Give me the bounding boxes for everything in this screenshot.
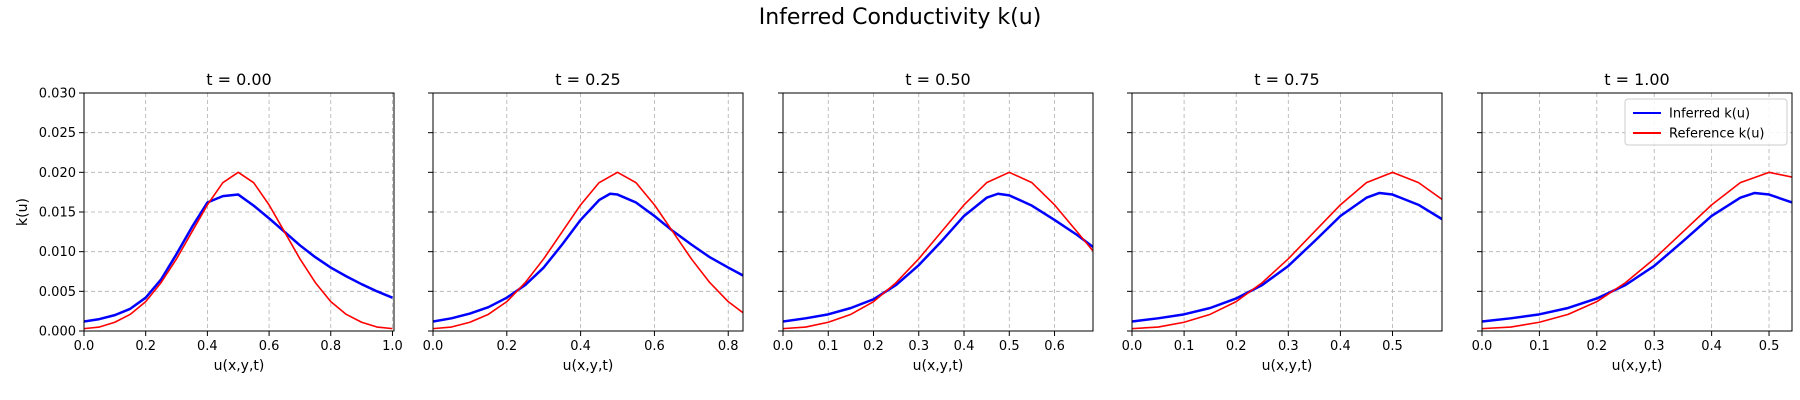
x-tick-label: 0.8 xyxy=(320,339,341,354)
x-tick-label: 0.4 xyxy=(570,339,591,354)
series-line-inferred xyxy=(783,192,1093,323)
x-tick-label: 0.0 xyxy=(773,339,794,354)
x-tick-label: 0.1 xyxy=(818,339,839,354)
legend-box xyxy=(1624,98,1788,146)
y-tick-label: 0.015 xyxy=(39,206,76,221)
chart-panel-4: 0.0 0.1 0.2 0.3 0.4 0.5 t = 1.00 u(x,y,t) Inferr… xyxy=(1472,70,1793,374)
chart-panel-3: 0.0 0.1 0.2 0.3 0.4 0.5 t = 0.75 u(x,y,t) xyxy=(1122,70,1443,374)
legend: Inferred k(u) Reference k(u) xyxy=(1624,98,1788,146)
chart-panel-1: 0.0 0.2 0.4 0.6 0.8 t = 0.25 u(x,y,t) xyxy=(423,70,744,374)
x-tick-label: 0.1 xyxy=(1174,339,1195,354)
series-line-reference xyxy=(1132,171,1442,330)
series-line-reference xyxy=(783,171,1093,330)
series-line-inferred xyxy=(433,192,743,323)
x-tick-label: 0.4 xyxy=(197,339,218,354)
legend-label-inferred: Inferred k(u) xyxy=(1669,107,1750,122)
x-tick-label: 1.0 xyxy=(382,339,403,354)
x-tick-label: 0.6 xyxy=(1044,339,1065,354)
x-tick-label: 0.4 xyxy=(1330,339,1351,354)
series-line-reference xyxy=(1482,171,1792,330)
x-tick-label: 0.5 xyxy=(1382,339,1403,354)
x-tick-label: 0.3 xyxy=(1644,339,1665,354)
x-axis-label: u(x,y,t) xyxy=(1612,358,1663,374)
series-line-inferred xyxy=(1132,191,1442,323)
y-tick-label: 0.025 xyxy=(39,126,76,141)
panel-title: t = 0.50 xyxy=(905,70,970,89)
x-tick-label: 0.2 xyxy=(1586,339,1607,354)
series-line-reference xyxy=(433,171,743,330)
y-tick-label: 0.000 xyxy=(39,325,76,340)
series-line-reference xyxy=(84,171,393,330)
x-tick-label: 0.0 xyxy=(1122,339,1143,354)
x-tick-label: 0.3 xyxy=(1278,339,1299,354)
y-tick-label: 0.020 xyxy=(39,166,76,181)
x-tick-label: 0.2 xyxy=(496,339,517,354)
x-tick-label: 0.0 xyxy=(423,339,444,354)
x-tick-label: 0.6 xyxy=(259,339,280,354)
x-tick-label: 0.2 xyxy=(135,339,156,354)
x-tick-label: 0.3 xyxy=(908,339,929,354)
x-tick-label: 0.1 xyxy=(1529,339,1550,354)
y-tick-label: 0.030 xyxy=(39,87,76,102)
x-tick-label: 0.4 xyxy=(1701,339,1722,354)
x-tick-label: 0.5 xyxy=(999,339,1020,354)
x-tick-label: 0.6 xyxy=(644,339,665,354)
y-tick-label: 0.010 xyxy=(39,245,76,260)
x-tick-label: 0.2 xyxy=(863,339,884,354)
chart-panel-0: 0.0 0.2 0.4 0.6 0.8 1.0 0.000 0.005 0.010 0.015 0.… xyxy=(15,70,403,374)
x-axis-label: u(x,y,t) xyxy=(214,358,265,374)
x-axis-label: u(x,y,t) xyxy=(1262,358,1313,374)
panel-title: t = 0.00 xyxy=(206,70,271,89)
legend-label-reference: Reference k(u) xyxy=(1669,127,1765,142)
x-axis-label: u(x,y,t) xyxy=(563,358,614,374)
x-tick-label: 0.0 xyxy=(74,339,95,354)
series-line-inferred xyxy=(1482,191,1792,323)
x-tick-label: 0.0 xyxy=(1472,339,1493,354)
x-axis-label: u(x,y,t) xyxy=(913,358,964,374)
y-axis-label: k(u) xyxy=(15,198,31,226)
panel-title: t = 0.25 xyxy=(555,70,620,89)
x-tick-label: 0.5 xyxy=(1759,339,1780,354)
series-line-inferred xyxy=(84,193,393,323)
figure-title: Inferred Conductivity k(u) xyxy=(759,5,1042,30)
y-tick-label: 0.005 xyxy=(39,285,76,300)
panel-title: t = 1.00 xyxy=(1604,70,1669,89)
chart-panel-2: 0.0 0.1 0.2 0.3 0.4 0.5 0.6 t = 0.50 u(x,y,t) xyxy=(773,70,1094,374)
panel-title: t = 0.75 xyxy=(1254,70,1319,89)
x-tick-label: 0.8 xyxy=(718,339,739,354)
x-tick-label: 0.2 xyxy=(1226,339,1247,354)
x-tick-label: 0.4 xyxy=(954,339,975,354)
